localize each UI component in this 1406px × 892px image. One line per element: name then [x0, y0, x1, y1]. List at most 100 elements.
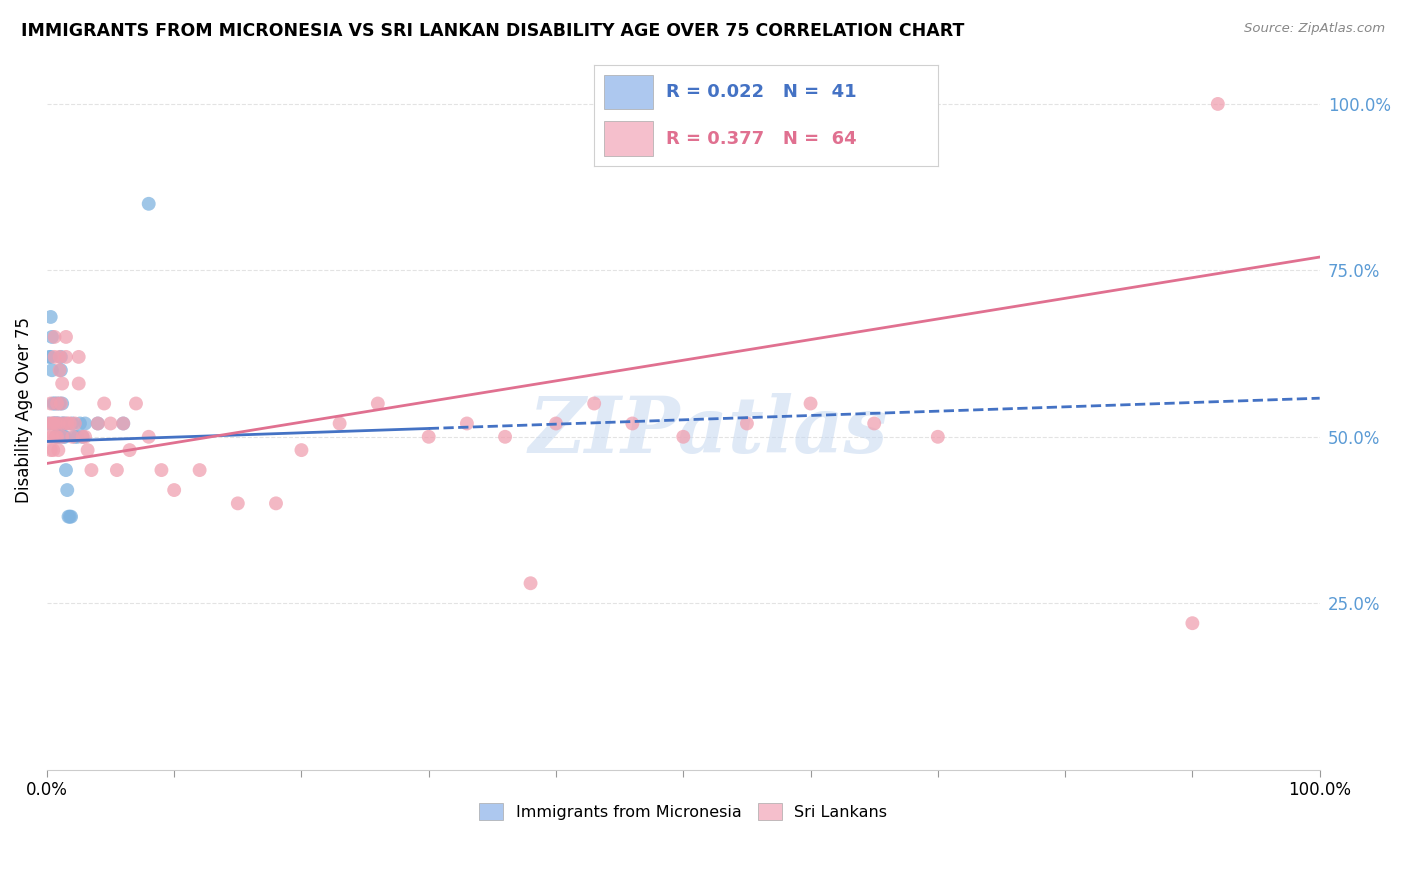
Point: [46, 430, 69, 444]
Point: [48, 363, 70, 377]
Point: [583, 396, 606, 410]
Point: [55, 330, 77, 344]
Point: [52, 430, 75, 444]
Point: [75, 417, 97, 431]
Point: [46, 430, 69, 444]
Point: [1181, 616, 1204, 631]
Point: [125, 396, 148, 410]
Legend: Immigrants from Micronesia, Sri Lankans: Immigrants from Micronesia, Sri Lankans: [472, 797, 894, 826]
Point: [1206, 97, 1229, 112]
Point: [42, 443, 65, 458]
Point: [52, 417, 75, 431]
Point: [49, 363, 72, 377]
Point: [44, 330, 66, 344]
Point: [735, 417, 758, 431]
Point: [621, 417, 644, 431]
Point: [418, 430, 440, 444]
Point: [112, 417, 135, 431]
Point: [52, 417, 75, 431]
Point: [53, 430, 76, 444]
Point: [112, 417, 135, 431]
Point: [46, 417, 69, 431]
Point: [72, 430, 94, 444]
Point: [42, 417, 65, 431]
Point: [80, 463, 103, 477]
Point: [105, 463, 128, 477]
Point: [45, 430, 67, 444]
Point: [55, 350, 77, 364]
Point: [41, 363, 63, 377]
Point: [39, 310, 62, 324]
Point: [59, 509, 82, 524]
Point: [37, 430, 59, 444]
Point: [863, 417, 886, 431]
Point: [290, 443, 312, 458]
Point: [60, 509, 83, 524]
Point: [367, 396, 389, 410]
Point: [60, 417, 83, 431]
Point: [45, 430, 67, 444]
Point: [118, 443, 141, 458]
Point: [93, 396, 115, 410]
Point: [45, 417, 67, 431]
Point: [87, 417, 110, 431]
Text: IMMIGRANTS FROM MICRONESIA VS SRI LANKAN DISABILITY AGE OVER 75 CORRELATION CHAR: IMMIGRANTS FROM MICRONESIA VS SRI LANKAN…: [21, 22, 965, 40]
Point: [51, 396, 73, 410]
Point: [46, 396, 69, 410]
Point: [46, 417, 69, 431]
Point: [927, 430, 949, 444]
Point: [456, 417, 478, 431]
Point: [39, 350, 62, 364]
Point: [63, 417, 86, 431]
Point: [75, 430, 97, 444]
Point: [150, 463, 173, 477]
Point: [138, 430, 160, 444]
Point: [51, 376, 73, 391]
Point: [55, 463, 77, 477]
Point: [67, 376, 90, 391]
Point: [56, 417, 79, 431]
Point: [44, 350, 66, 364]
Point: [42, 417, 65, 431]
Point: [100, 417, 122, 431]
Point: [48, 396, 70, 410]
Point: [72, 430, 94, 444]
Point: [76, 443, 98, 458]
Text: ZIPatlas: ZIPatlas: [529, 393, 889, 470]
Point: [51, 417, 73, 431]
Point: [46, 396, 69, 410]
Point: [799, 396, 821, 410]
Point: [41, 330, 63, 344]
Point: [63, 430, 86, 444]
Point: [55, 417, 77, 431]
Y-axis label: Disability Age Over 75: Disability Age Over 75: [15, 318, 32, 503]
Point: [38, 350, 60, 364]
Point: [60, 430, 83, 444]
Point: [494, 430, 516, 444]
Point: [49, 350, 72, 364]
Point: [39, 396, 62, 410]
Point: [46, 430, 69, 444]
Point: [41, 417, 63, 431]
Point: [46, 417, 69, 431]
Point: [188, 463, 211, 477]
Point: [39, 443, 62, 458]
Point: [329, 417, 352, 431]
Point: [138, 196, 160, 211]
Point: [519, 576, 541, 591]
Point: [226, 496, 249, 510]
Point: [163, 483, 186, 497]
Point: [87, 417, 110, 431]
Point: [56, 483, 79, 497]
Point: [46, 443, 69, 458]
Point: [58, 509, 80, 524]
Point: [544, 417, 567, 431]
Point: [67, 350, 90, 364]
Point: [672, 430, 695, 444]
Text: Source: ZipAtlas.com: Source: ZipAtlas.com: [1244, 22, 1385, 36]
Point: [48, 430, 70, 444]
Point: [59, 417, 82, 431]
Point: [37, 417, 59, 431]
Point: [44, 417, 66, 431]
Point: [48, 350, 70, 364]
